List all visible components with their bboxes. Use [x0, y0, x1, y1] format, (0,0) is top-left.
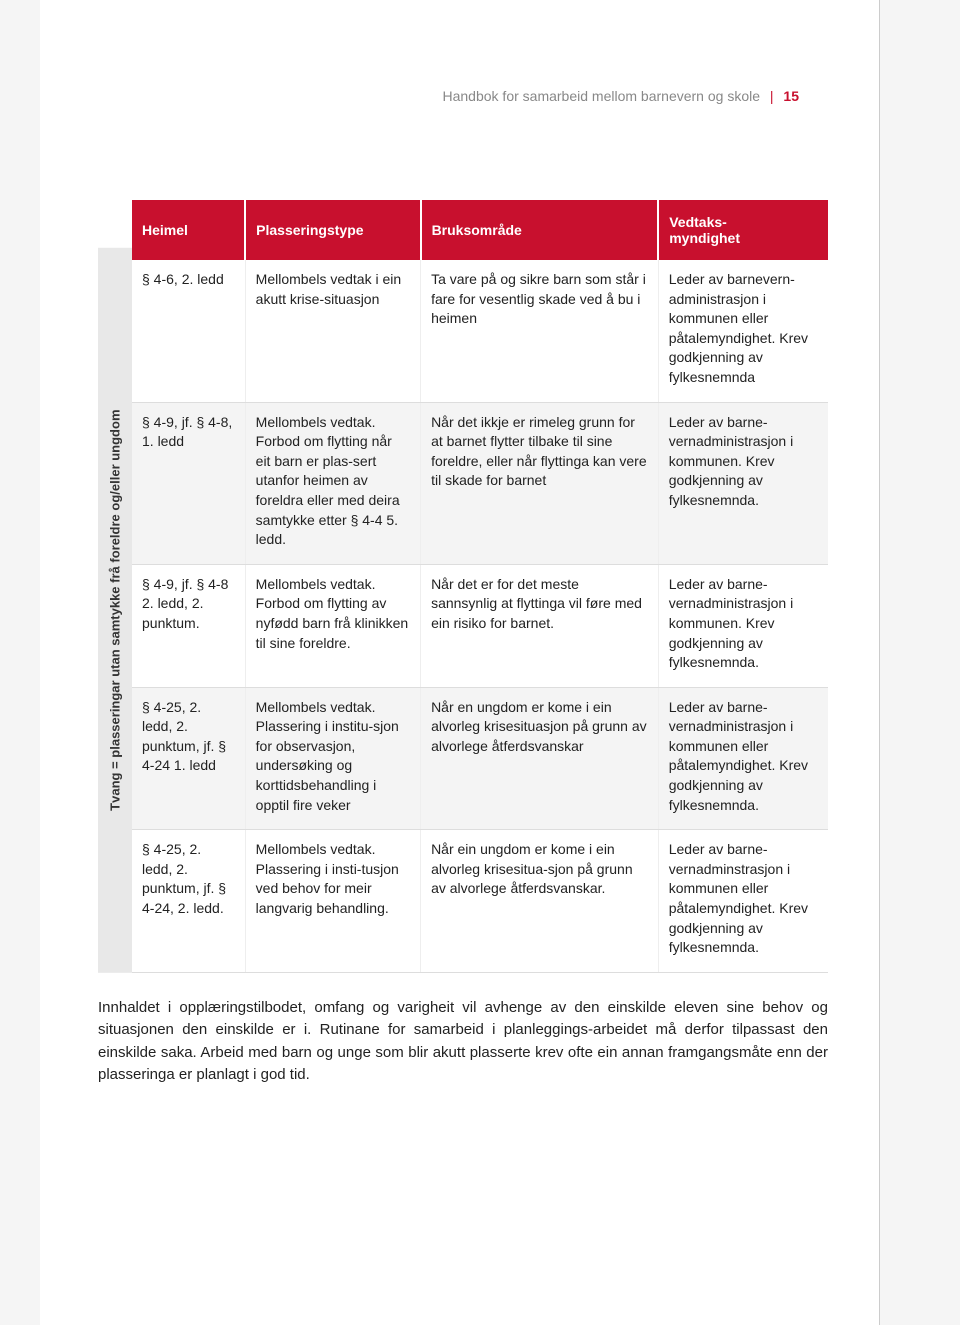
page-number: 15	[783, 88, 799, 104]
table-row: § 4-25, 2. ledd, 2. punktum, jf. § 4-24 …	[132, 687, 828, 830]
side-gap	[98, 200, 132, 248]
cell-heimel: § 4-9, jf. § 4-8, 1. ledd	[132, 402, 245, 564]
body-paragraph: Innhaldet i opplæringstilbodet, omfang o…	[98, 997, 828, 1087]
cell-bruksomrade: Ta vare på og sikre barn som står i fare…	[421, 260, 659, 402]
cell-heimel: § 4-9, jf. § 4-8 2. ledd, 2. punktum.	[132, 564, 245, 687]
cell-plasseringstype: Mellombels vedtak. Plassering i institu-…	[245, 687, 420, 830]
cell-bruksomrade: Når en ungdom er kome i ein alvorleg kri…	[421, 687, 659, 830]
cell-vedtaksmyndighet: Leder av barne-vernadministrasjon i komm…	[658, 564, 828, 687]
cell-bruksomrade: Når ein ungdom er kome i ein alvorleg kr…	[421, 830, 659, 973]
col-vedtaksmyndighet: Vedtaks- myndighet	[658, 200, 828, 260]
cell-heimel: § 4-25, 2. ledd, 2. punktum, jf. § 4-24,…	[132, 830, 245, 973]
document-page: Handbok for samarbeid mellom barnevern o…	[40, 0, 880, 1325]
col-plasseringstype: Plasseringstype	[245, 200, 420, 260]
cell-vedtaksmyndighet: Leder av barne-vernadminstrasjon i kommu…	[658, 830, 828, 973]
page-header: Handbok for samarbeid mellom barnevern o…	[443, 88, 800, 104]
table-body: § 4-6, 2. ledd Mellombels vedtak i ein a…	[132, 260, 828, 972]
table-wrapper: Tvang = plasseringar utan samtykke frå f…	[98, 200, 828, 973]
cell-heimel: § 4-6, 2. ledd	[132, 260, 245, 402]
cell-plasseringstype: Mellombels vedtak. Forbod om flytting av…	[245, 564, 420, 687]
cell-vedtaksmyndighet: Leder av barnevern-administrasjon i komm…	[658, 260, 828, 402]
header-separator: |	[770, 88, 774, 104]
data-table: Heimel Plasseringstype Bruksområde Vedta…	[132, 200, 828, 973]
cell-plasseringstype: Mellombels vedtak. Plassering i insti-tu…	[245, 830, 420, 973]
col-heimel: Heimel	[132, 200, 245, 260]
cell-plasseringstype: Mellombels vedtak i ein akutt krise-situ…	[245, 260, 420, 402]
cell-vedtaksmyndighet: Leder av barne-vernadministrasjon i komm…	[658, 402, 828, 564]
cell-bruksomrade: Når det ikkje er rimeleg grunn for at ba…	[421, 402, 659, 564]
table-row: § 4-9, jf. § 4-8, 1. ledd Mellombels ved…	[132, 402, 828, 564]
table-row: § 4-6, 2. ledd Mellombels vedtak i ein a…	[132, 260, 828, 402]
cell-plasseringstype: Mellombels vedtak. Forbod om flytting nå…	[245, 402, 420, 564]
header-title: Handbok for samarbeid mellom barnevern o…	[443, 88, 761, 104]
cell-vedtaksmyndighet: Leder av barne-vernadministrasjon i komm…	[658, 687, 828, 830]
table-row: § 4-25, 2. ledd, 2. punktum, jf. § 4-24,…	[132, 830, 828, 973]
table-header-row: Heimel Plasseringstype Bruksområde Vedta…	[132, 200, 828, 260]
cell-bruksomrade: Når det er for det meste sannsynlig at f…	[421, 564, 659, 687]
table-row: § 4-9, jf. § 4-8 2. ledd, 2. punktum. Me…	[132, 564, 828, 687]
col-bruksomrade: Bruksområde	[421, 200, 659, 260]
table-side-label: Tvang = plasseringar utan samtykke frå f…	[98, 248, 132, 973]
cell-heimel: § 4-25, 2. ledd, 2. punktum, jf. § 4-24 …	[132, 687, 245, 830]
page-content: Tvang = plasseringar utan samtykke frå f…	[98, 200, 828, 1087]
